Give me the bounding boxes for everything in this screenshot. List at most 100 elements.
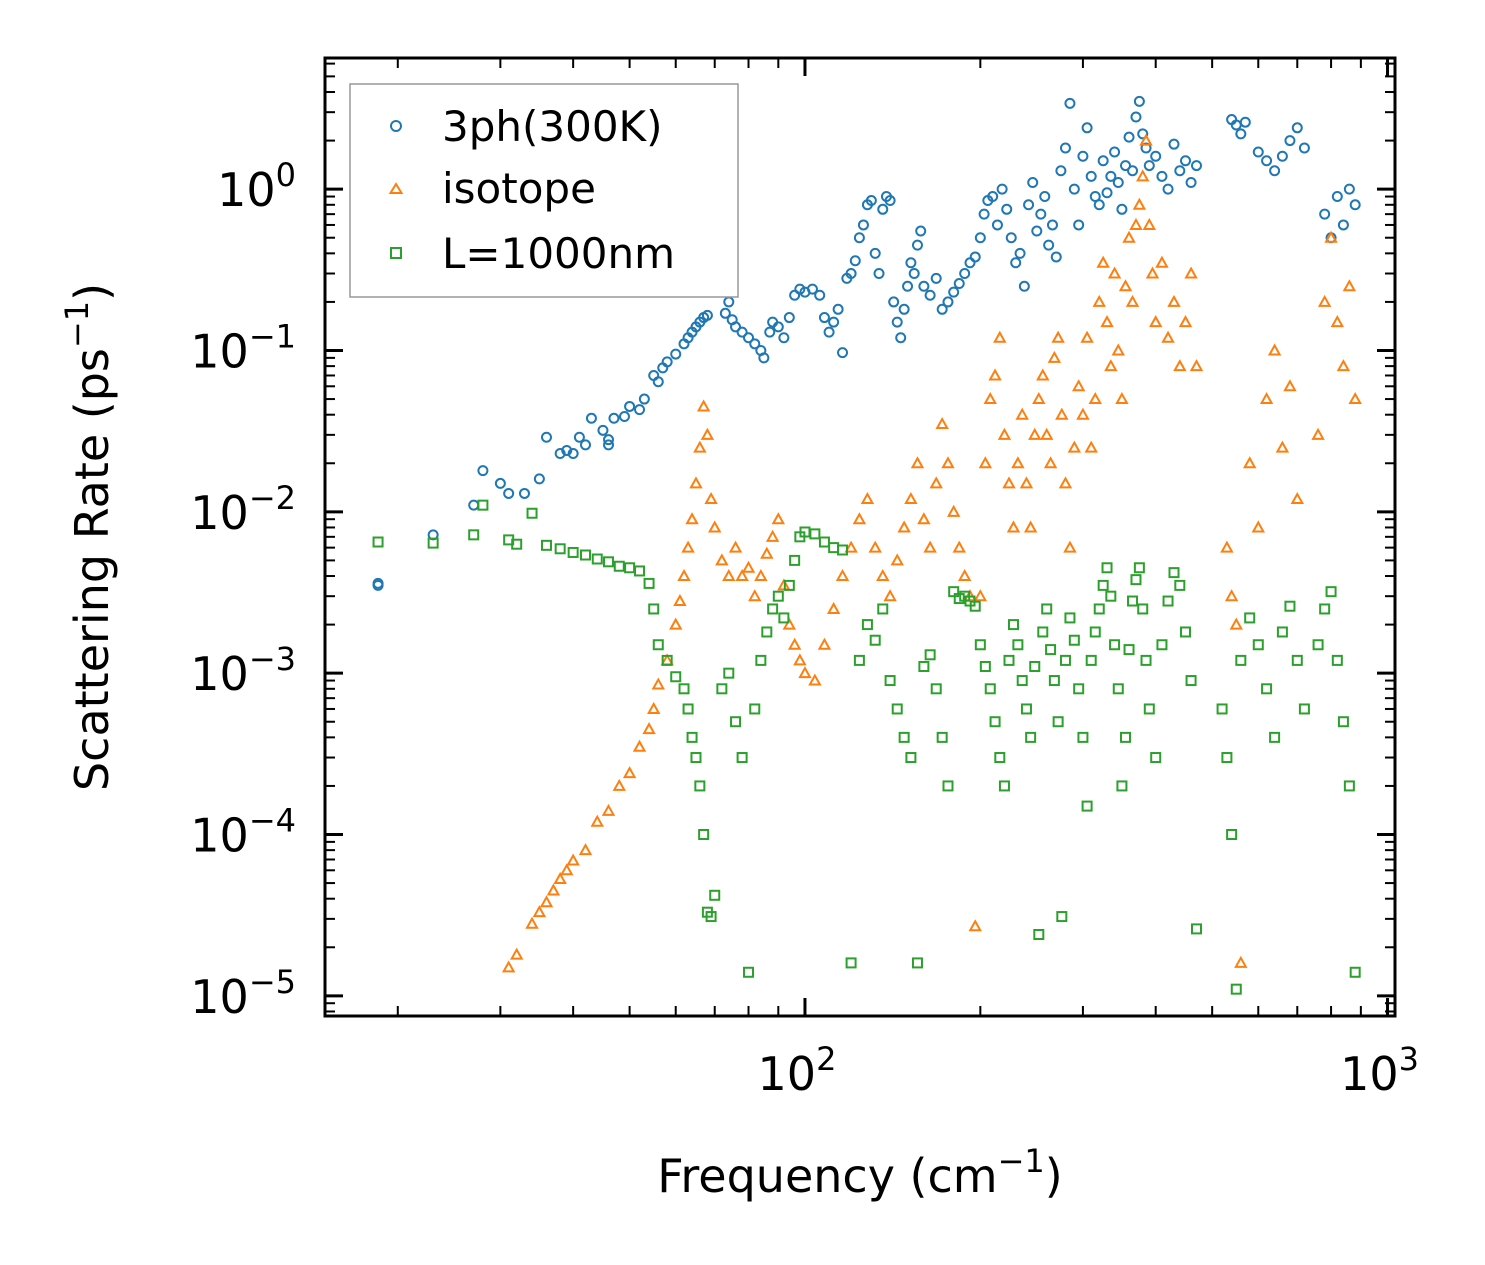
point-1-91 [1067, 440, 1082, 453]
point-2-17 [648, 603, 660, 615]
point-1-112 [1145, 266, 1160, 279]
point-2-103 [1116, 780, 1128, 792]
point-1-3 [532, 905, 547, 918]
point-0-15 [585, 412, 597, 424]
point-2-80 [1025, 731, 1037, 743]
point-1-106 [1125, 294, 1140, 307]
point-1-70 [978, 456, 993, 469]
point-0-109 [1050, 251, 1062, 263]
point-1-122 [1224, 589, 1239, 602]
point-2-121 [1221, 752, 1233, 764]
point-1-98 [1096, 255, 1110, 268]
point-0-129 [1130, 111, 1142, 123]
point-0-84 [936, 303, 948, 315]
point-2-106 [1127, 595, 1139, 607]
point-2-31 [723, 667, 735, 679]
point-1-77 [1011, 456, 1025, 469]
point-0-114 [1073, 219, 1085, 231]
point-1-127 [1259, 391, 1274, 405]
point-2-138 [1343, 780, 1355, 792]
point-2-114 [1162, 595, 1174, 607]
point-0-140 [1185, 176, 1197, 188]
point-2-40 [778, 612, 790, 624]
point-2-28 [705, 911, 717, 923]
point-0-39 [730, 321, 742, 333]
y-tick-label-4: 10−4 [190, 802, 296, 863]
point-0-111 [1059, 142, 1071, 154]
point-2-122 [1226, 829, 1238, 841]
point-1-101 [1107, 266, 1122, 279]
point-0-97 [1001, 203, 1013, 215]
point-1-6 [553, 871, 567, 884]
point-0-149 [1276, 150, 1288, 162]
point-2-22 [682, 703, 694, 715]
point-0-136 [1162, 183, 1174, 195]
point-2-129 [1276, 626, 1288, 638]
point-1-134 [1324, 230, 1338, 243]
point-2-116 [1174, 579, 1186, 591]
point-0-100 [1014, 247, 1026, 259]
y-tick-label-2: 10−2 [190, 479, 296, 540]
point-1-22 [681, 540, 695, 553]
point-1-63 [941, 456, 955, 469]
point-0-23 [638, 393, 650, 405]
point-2-18 [652, 639, 664, 651]
point-0-66 [865, 195, 877, 207]
point-1-100 [1104, 359, 1118, 372]
point-0-62 [849, 255, 861, 267]
point-2-35 [749, 703, 761, 715]
point-0-58 [832, 303, 844, 315]
point-0-121 [1101, 187, 1113, 199]
point-0-11 [561, 444, 573, 456]
point-2-77 [1012, 639, 1024, 651]
point-0-139 [1179, 155, 1191, 167]
legend-marker-3ph [390, 120, 402, 132]
point-2-118 [1185, 675, 1197, 687]
point-1-84 [1040, 427, 1054, 440]
point-2-83 [1037, 626, 1049, 638]
point-2-25 [694, 780, 706, 792]
point-0-72 [888, 296, 900, 308]
point-1-87 [1051, 330, 1065, 343]
point-1-109 [1136, 169, 1150, 182]
point-1-68 [968, 919, 982, 932]
point-1-10 [590, 814, 604, 827]
point-1-88 [1055, 407, 1069, 420]
point-1-59 [917, 512, 931, 525]
point-2-127 [1261, 683, 1273, 695]
point-1-54 [883, 589, 897, 602]
point-1-45 [808, 673, 822, 686]
major-ticks [325, 58, 1395, 1016]
point-1-138 [1348, 391, 1362, 405]
point-2-9 [567, 546, 579, 558]
point-2-98 [1097, 579, 1109, 591]
point-0-133 [1143, 160, 1155, 172]
point-0-102 [1023, 199, 1035, 211]
point-2-90 [1064, 612, 1076, 624]
point-0-116 [1081, 122, 1093, 134]
point-0-119 [1093, 199, 1105, 211]
point-2-20 [670, 671, 682, 683]
point-0-83 [930, 272, 942, 284]
point-2-37 [761, 626, 773, 638]
point-0-144 [1235, 128, 1247, 140]
point-1-29 [708, 520, 722, 533]
point-2-30 [716, 683, 728, 695]
point-0-99 [1010, 257, 1022, 269]
point-1-5 [546, 883, 561, 896]
point-1-69 [973, 589, 988, 602]
point-2-110 [1140, 654, 1152, 666]
point-0-3 [468, 499, 480, 511]
point-0-77 [905, 257, 917, 269]
point-0-67 [869, 247, 881, 259]
point-2-111 [1143, 703, 1155, 715]
point-0-106 [1039, 191, 1051, 203]
point-1-44 [798, 666, 812, 679]
point-2-7 [540, 539, 552, 551]
point-2-41 [783, 579, 795, 591]
point-1-35 [748, 589, 762, 602]
point-0-54 [814, 289, 826, 301]
point-0-152 [1298, 142, 1310, 154]
legend: 3ph(300K) isotope L=1000nm [349, 83, 739, 298]
point-0-103 [1027, 176, 1039, 188]
